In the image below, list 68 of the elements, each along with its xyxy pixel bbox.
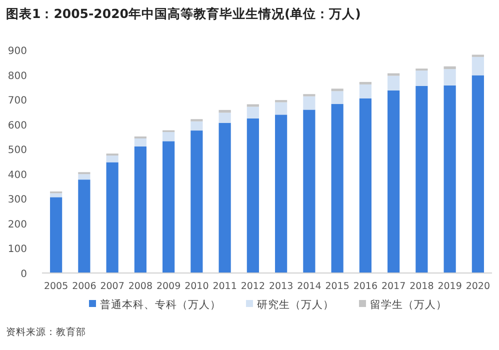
bar <box>78 174 90 180</box>
bar <box>218 112 231 123</box>
bar <box>50 197 62 273</box>
bar <box>388 90 400 273</box>
bar <box>444 66 456 70</box>
bar <box>218 110 231 113</box>
bar <box>275 102 288 115</box>
bar <box>416 86 428 273</box>
y-tick-label: 0 <box>20 269 27 280</box>
text: 资料来源：教育部 <box>6 326 86 338</box>
bar <box>162 132 175 142</box>
y-tick-label: 800 <box>8 70 27 82</box>
x-tick-label: 2019 <box>438 281 462 292</box>
bar <box>472 56 484 76</box>
bar <box>246 106 259 118</box>
bar <box>388 73 400 76</box>
bar <box>106 162 118 273</box>
bar <box>359 84 372 98</box>
bar <box>416 70 428 86</box>
x-tick-label: 2005 <box>44 281 68 292</box>
x-tick-label: 2014 <box>297 281 322 292</box>
bar <box>303 110 316 273</box>
x-tick-label: 2012 <box>240 281 266 292</box>
bar <box>190 130 203 273</box>
x-tick-label: 2020 <box>466 281 490 292</box>
y-tick-label: 100 <box>8 244 27 256</box>
bar <box>359 98 372 273</box>
bar <box>190 121 203 131</box>
x-tick-label: 2016 <box>353 281 378 292</box>
bar <box>303 96 316 110</box>
bar <box>331 91 344 104</box>
legend-label: 留学生（万人） <box>370 298 447 311</box>
x-tick-label: 2017 <box>381 281 406 292</box>
y-tick-label: 200 <box>8 219 27 230</box>
x-tick-label: 2008 <box>128 281 153 292</box>
y-tick-label: 900 <box>8 46 27 57</box>
bar <box>50 193 62 198</box>
x-tick-label: 2010 <box>184 281 209 292</box>
y-tick-label: 400 <box>8 170 27 181</box>
bar <box>444 69 456 86</box>
y-tick-label: 600 <box>8 120 27 132</box>
bar <box>444 85 456 273</box>
legend-label: 研究生（万人） <box>257 298 334 311</box>
bar <box>218 122 231 273</box>
bar <box>472 75 484 273</box>
x-tick-label: 2006 <box>72 281 96 292</box>
x-tick-label: 2013 <box>268 281 294 292</box>
bar <box>78 180 90 273</box>
bar <box>134 138 146 146</box>
y-tick-label: 300 <box>8 194 27 206</box>
y-tick-label: 700 <box>8 96 27 107</box>
chart-title: 图表1：2005-2020年中国高等教育毕业生情况(单位：万人) <box>6 6 361 21</box>
bar <box>359 82 372 84</box>
bar <box>275 114 288 273</box>
x-tick-label: 2018 <box>410 281 434 292</box>
x-tick-label: 2007 <box>100 281 124 292</box>
y-tick-label: 500 <box>8 145 27 156</box>
x-tick-label: 2011 <box>212 281 237 292</box>
bar <box>106 156 118 162</box>
x-tick-label: 2009 <box>156 281 181 292</box>
bar <box>331 104 344 273</box>
x-tick-label: 2015 <box>325 281 350 292</box>
bar <box>162 141 175 273</box>
bar <box>388 76 400 90</box>
bar <box>331 88 344 92</box>
legend-label: 普通本科、专科（万人） <box>100 298 221 311</box>
bar <box>134 146 146 273</box>
bar <box>246 118 259 273</box>
